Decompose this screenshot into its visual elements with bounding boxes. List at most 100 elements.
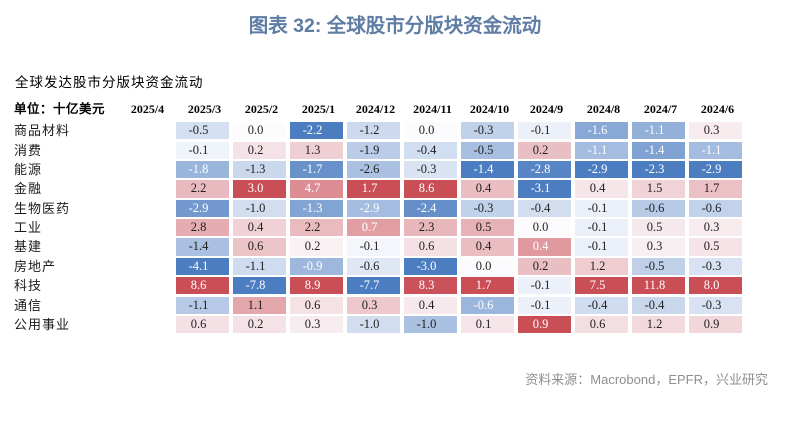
heatmap-cell: -7.7 (347, 277, 400, 295)
unit-label: 单位：十亿美元 (14, 102, 106, 116)
column-header: 2025/3 (187, 102, 222, 116)
heatmap-cell: 0.0 (233, 122, 286, 140)
sector-fund-flow-heatmap-table: 单位：十亿美元 2025/4 2025/3 2025/2 2025/1 2024/12 20… (14, 99, 746, 334)
heatmap-cell: -2.9 (689, 160, 742, 179)
heatmap-cell-empty (119, 316, 172, 333)
heatmap-cell: 2.8 (176, 219, 229, 237)
heatmap-cell: -0.1 (575, 199, 628, 217)
heatmap-cell: -0.6 (347, 257, 400, 275)
column-header: 2024/6 (700, 102, 735, 116)
heatmap-cell: -7.8 (233, 277, 286, 295)
heatmap-cell: -1.8 (176, 160, 229, 179)
heatmap-cell: -2.8 (518, 160, 571, 179)
heatmap-cell: -1.7 (290, 160, 343, 179)
column-header: 2025/2 (244, 102, 279, 116)
heatmap-cell: -0.1 (518, 122, 571, 140)
heatmap-cell: -1.4 (632, 141, 685, 159)
heatmap-cell: 0.3 (347, 296, 400, 314)
heatmap-cell: -0.9 (290, 257, 343, 275)
heatmap-cell: 0.6 (290, 296, 343, 314)
heatmap-cell: 0.5 (632, 219, 685, 237)
heatmap-cell: 0.3 (689, 219, 742, 237)
heatmap-cell: 0.4 (233, 219, 286, 237)
heatmap-cell: -3.1 (518, 180, 571, 198)
heatmap-cell: 8.0 (689, 277, 742, 295)
heatmap-cell: 0.6 (233, 238, 286, 256)
heatmap-cell-empty (119, 122, 172, 139)
heatmap-cell: -0.1 (347, 238, 400, 256)
heatmap-cell: -2.9 (575, 160, 628, 179)
heatmap-cell: -0.1 (518, 296, 571, 314)
heatmap-cell: 0.5 (461, 219, 514, 237)
heatmap-cell: -2.3 (632, 160, 685, 179)
heatmap-cell: 8.9 (290, 277, 343, 295)
column-header: 2025/4 (130, 102, 165, 116)
heatmap-cell: 11.8 (632, 277, 685, 295)
heatmap-cell: -0.5 (176, 122, 229, 140)
row-label: 工业 (14, 220, 43, 236)
column-header: 2024/7 (643, 102, 678, 116)
heatmap-cell: 0.0 (461, 257, 514, 275)
heatmap-cell: -0.4 (632, 296, 685, 314)
heatmap-cell: -3.0 (404, 257, 457, 275)
heatmap-cell: -1.3 (233, 160, 286, 179)
heatmap-cell: 0.4 (404, 296, 457, 314)
heatmap-cell: 0.4 (518, 238, 571, 256)
heatmap-cell: 0.2 (233, 141, 286, 159)
heatmap-cell: -1.4 (461, 160, 514, 179)
heatmap-cell: 1.7 (689, 180, 742, 198)
heatmap-cell: 0.2 (290, 238, 343, 256)
heatmap-cell: 0.9 (689, 315, 742, 334)
heatmap-cell: 1.5 (632, 180, 685, 198)
heatmap-cell: -1.1 (632, 122, 685, 140)
heatmap-cell: -1.0 (233, 199, 286, 217)
row-label: 通信 (14, 297, 43, 313)
heatmap-cell: -0.3 (461, 199, 514, 217)
heatmap-cell: 1.2 (575, 257, 628, 275)
heatmap-cell-empty (119, 161, 172, 178)
heatmap-cell: -0.1 (176, 141, 229, 159)
heatmap-cell-empty (119, 180, 172, 197)
heatmap-cell: -0.4 (518, 199, 571, 217)
heatmap-cell: 2.2 (290, 219, 343, 237)
heatmap-cell: 0.2 (518, 141, 571, 159)
heatmap-cell-empty (119, 142, 172, 159)
heatmap-cell: 7.5 (575, 277, 628, 295)
heatmap-cell: 2.2 (176, 180, 229, 198)
heatmap-cell: 0.1 (461, 315, 514, 334)
heatmap-cell: -1.2 (347, 122, 400, 140)
heatmap-cell: -0.1 (575, 238, 628, 256)
heatmap-cell: 0.9 (518, 315, 571, 334)
heatmap-cell: -2.4 (404, 199, 457, 217)
heatmap-cell-empty (119, 219, 172, 236)
row-label: 房地产 (14, 258, 57, 274)
heatmap-cell: -1.0 (347, 315, 400, 334)
heatmap-cell: 1.7 (347, 180, 400, 198)
heatmap-cell: 0.2 (233, 315, 286, 334)
column-header: 2024/12 (355, 102, 396, 116)
heatmap-cell: -0.4 (575, 296, 628, 314)
heatmap-cell: -2.9 (176, 199, 229, 217)
heatmap-cell: 0.3 (290, 315, 343, 334)
heatmap-cell-empty (119, 238, 172, 255)
column-header: 2024/11 (413, 102, 452, 116)
column-header: 2025/1 (301, 102, 336, 116)
row-label: 公用事业 (14, 316, 71, 332)
heatmap-cell: -0.3 (404, 160, 457, 179)
heatmap-cell: -0.1 (575, 219, 628, 237)
figure-title: 图表 32: 全球股市分版块资金流动 (248, 15, 542, 37)
heatmap-cell: -4.1 (176, 257, 229, 275)
heatmap-cell: -0.6 (632, 199, 685, 217)
heatmap-cell: -1.0 (404, 315, 457, 334)
heatmap-cell: -0.6 (689, 199, 742, 217)
heatmap-cell: -2.6 (347, 160, 400, 179)
heatmap-cell-empty (119, 297, 172, 314)
heatmap-cell: -1.1 (689, 141, 742, 159)
heatmap-cell: -1.1 (233, 257, 286, 275)
heatmap-cell: 0.4 (461, 238, 514, 256)
heatmap-cell: -0.5 (632, 257, 685, 275)
heatmap-cell: -0.5 (461, 141, 514, 159)
heatmap-cell-empty (119, 277, 172, 294)
heatmap-cell: 3.0 (233, 180, 286, 198)
heatmap-cell: 0.5 (689, 238, 742, 256)
